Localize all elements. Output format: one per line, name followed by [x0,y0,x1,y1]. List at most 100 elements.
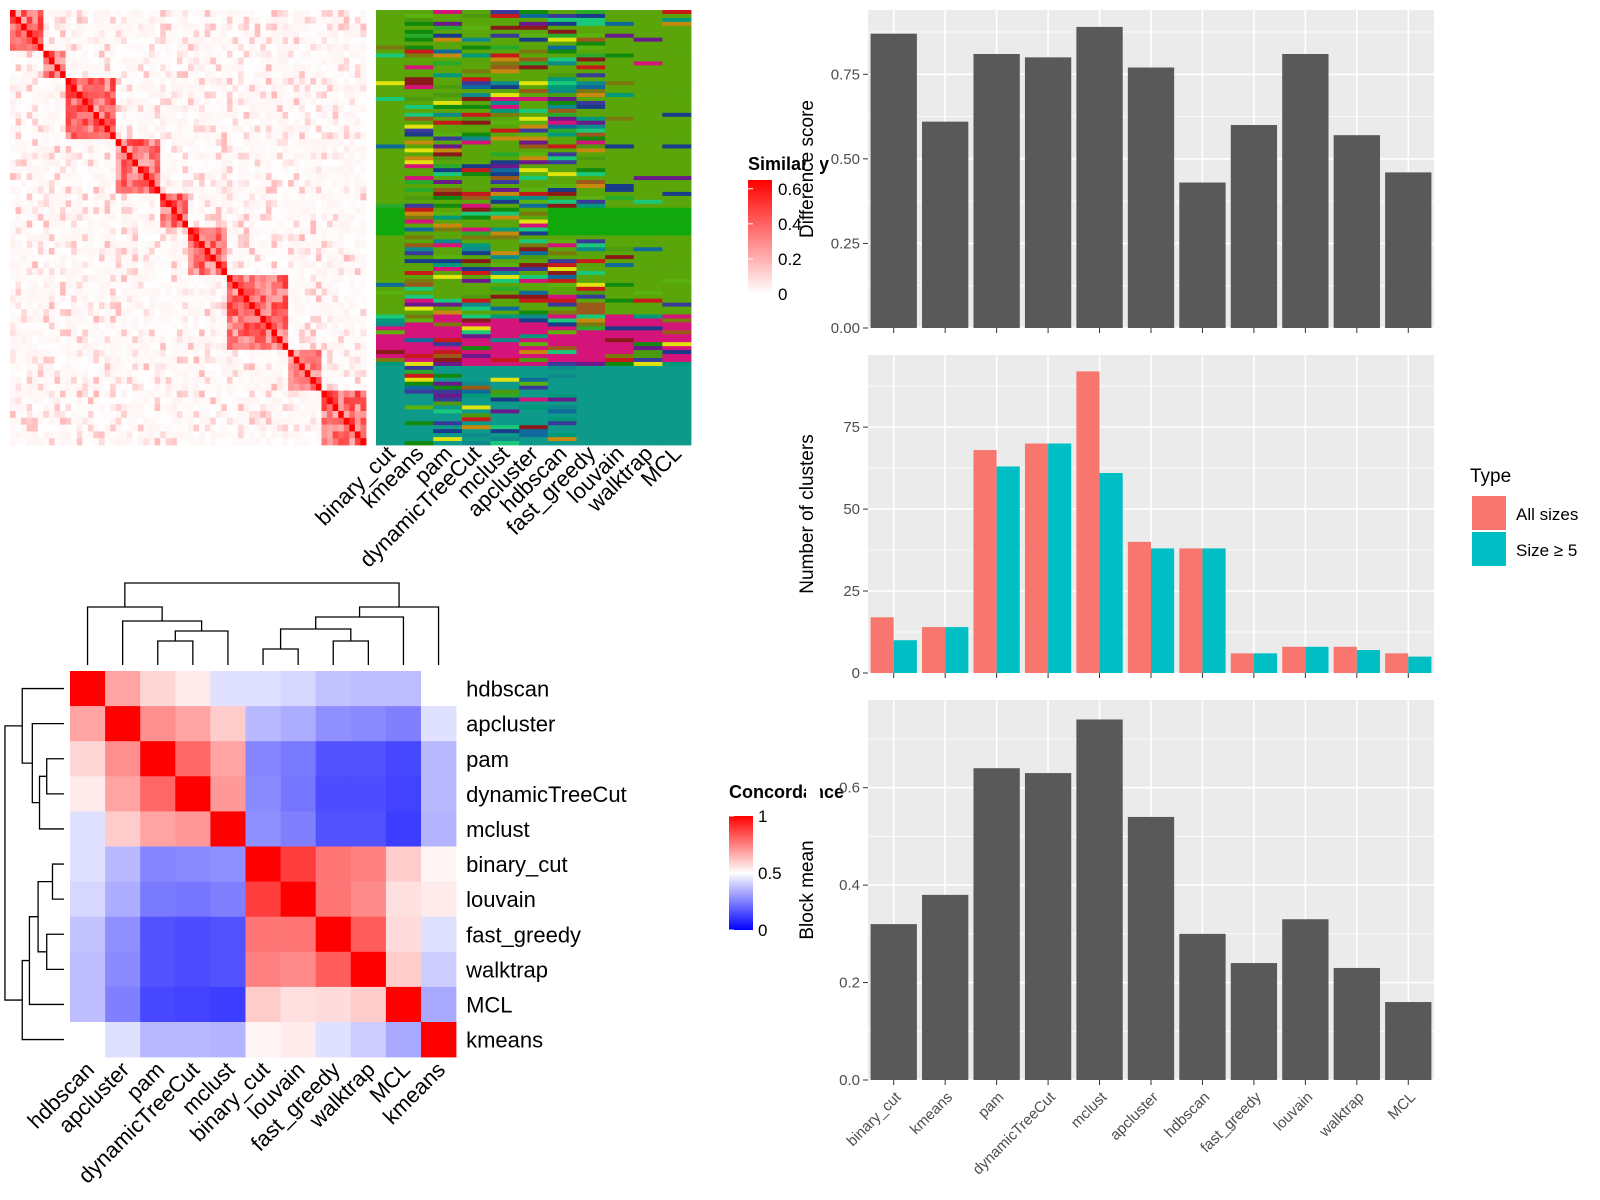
assignment-cell [547,108,577,114]
similarity-cell [293,275,300,283]
similarity-cell [21,377,28,385]
similarity-cell [171,200,178,208]
similarity-cell [310,207,317,215]
similarity-cell [343,152,350,160]
similarity-cell [265,295,272,303]
similarity-cell [54,329,61,337]
similarity-cell [304,30,311,38]
similarity-cell [193,173,200,181]
similarity-cell [149,77,156,86]
similarity-cell [165,145,172,154]
similarity-cell [182,417,189,426]
similarity-cell [226,213,233,222]
similarity-cell [137,411,144,419]
similarity-cell [221,411,228,419]
similarity-cell [10,322,16,330]
similarity-cell [354,84,361,92]
assignment-cell [404,231,434,236]
similarity-cell [204,30,211,38]
similarity-cell [360,247,367,256]
similarity-cell [71,37,78,45]
similarity-cell [226,23,233,31]
assignment-cell [404,152,434,157]
similarity-cell [204,329,211,337]
assignment-cell [433,49,463,54]
similarity-cell [338,234,345,242]
assignment-cell [633,132,663,137]
similarity-cell [215,200,222,208]
similarity-cell [137,315,144,324]
assignment-cell [433,97,463,102]
similarity-cell [93,247,100,256]
assignment-cell [662,255,692,260]
similarity-cell [204,50,211,58]
similarity-cell [243,16,250,24]
similarity-cell [243,254,250,262]
similarity-cell [338,64,345,72]
similarity-cell [110,57,117,65]
similarity-cell [43,98,50,106]
similarity-cell [21,132,28,140]
assignment-cell [605,243,635,248]
assignment-cell [547,13,577,19]
similarity-cell [26,411,33,419]
assignment-cell [605,227,635,232]
similarity-cell [10,125,16,133]
similarity-cell [232,166,239,174]
similarity-cell [32,71,39,79]
similarity-cell [143,404,150,412]
similarity-cell [226,77,233,86]
similarity-cell [26,261,33,269]
similarity-cell [232,288,239,296]
similarity-cell [349,363,356,371]
assignment-cell [376,53,406,58]
similarity-cell [360,254,367,262]
similarity-cell [137,370,144,378]
similarity-cell [65,349,72,358]
similarity-cell [265,397,272,405]
assignment-cell [461,310,491,315]
similarity-cell [76,397,83,405]
similarity-cell [310,145,317,154]
assignment-cell [376,274,406,280]
assignment-cell [461,302,491,307]
similarity-cell [249,288,256,296]
assignment-cell [662,310,692,315]
similarity-cell [271,322,278,330]
similarity-cell [265,343,272,351]
similarity-cell [327,417,334,426]
similarity-cell [282,98,289,106]
similarity-cell [188,139,194,147]
similarity-cell [82,43,89,52]
similarity-cell [327,207,334,215]
similarity-cell [143,125,150,133]
similarity-cell [243,179,250,188]
similarity-cell [232,363,239,371]
similarity-cell [243,397,250,405]
similarity-cell [232,349,239,358]
similarity-cell [137,302,144,310]
similarity-cell [182,111,189,120]
similarity-cell [71,30,78,38]
assignment-cell [433,104,463,110]
similarity-cell [271,241,278,249]
assignment-cell [404,89,434,94]
similarity-cell [277,336,283,344]
similarity-cell [338,288,345,296]
similarity-cell [210,71,217,79]
similarity-cell [137,200,144,208]
similarity-cell [332,302,339,310]
similarity-cell [149,91,156,99]
similarity-cell [310,98,317,106]
similarity-cell [110,71,117,79]
similarity-cell [193,438,200,446]
similarity-cell [349,220,356,228]
similarity-cell [243,220,250,228]
similarity-cell [110,349,117,358]
similarity-cell [99,241,105,249]
assignment-cell [662,314,692,319]
similarity-cell [310,329,317,337]
similarity-cell [26,424,33,432]
similarity-cell [288,64,295,72]
similarity-cell [171,417,178,426]
